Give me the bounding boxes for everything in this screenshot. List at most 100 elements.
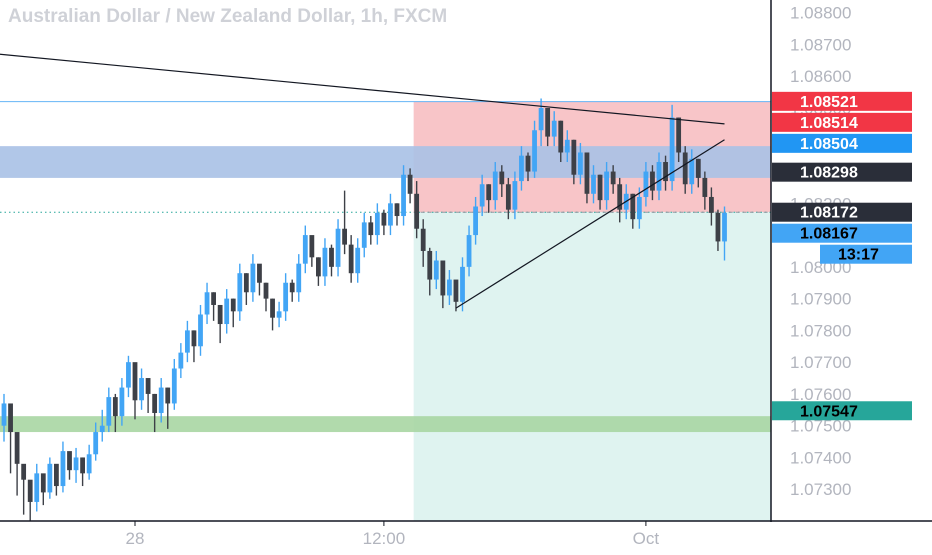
candle[interactable] <box>702 171 708 210</box>
candle[interactable] <box>191 330 197 363</box>
candle[interactable] <box>715 209 721 251</box>
candle[interactable] <box>243 273 249 305</box>
candle[interactable] <box>348 235 354 283</box>
candle[interactable] <box>558 120 564 163</box>
candle[interactable] <box>532 120 537 178</box>
candle[interactable] <box>669 104 675 191</box>
candle[interactable] <box>198 304 203 356</box>
candle[interactable] <box>165 387 171 429</box>
candle[interactable] <box>217 304 223 344</box>
candle[interactable] <box>276 301 282 328</box>
candle[interactable] <box>224 289 230 334</box>
candle[interactable] <box>27 479 33 521</box>
candle[interactable] <box>505 177 511 220</box>
candle[interactable] <box>178 343 184 379</box>
candle[interactable] <box>171 358 177 410</box>
candle[interactable] <box>676 117 682 163</box>
candle[interactable] <box>709 187 714 226</box>
candle[interactable] <box>591 165 596 204</box>
candle[interactable] <box>355 238 361 283</box>
candle[interactable] <box>630 193 636 229</box>
time-axis-background[interactable] <box>0 522 932 550</box>
candle[interactable] <box>617 177 623 223</box>
candle[interactable] <box>86 444 92 480</box>
candle[interactable] <box>8 403 13 474</box>
candle[interactable] <box>597 174 603 210</box>
candle[interactable] <box>270 298 275 331</box>
candle[interactable] <box>47 457 53 499</box>
candle[interactable] <box>440 260 446 309</box>
candle[interactable] <box>99 409 105 442</box>
trendlines-layer[interactable] <box>0 53 725 309</box>
candle[interactable] <box>381 209 387 236</box>
candle[interactable] <box>211 292 216 321</box>
descending-resistance[interactable] <box>0 53 725 125</box>
candle[interactable] <box>263 282 269 312</box>
candle[interactable] <box>453 279 459 312</box>
candle[interactable] <box>230 298 236 328</box>
take-profit-zone[interactable] <box>413 212 771 521</box>
candle[interactable] <box>374 203 380 245</box>
candle[interactable] <box>34 463 40 512</box>
candle[interactable] <box>473 196 478 245</box>
candle[interactable] <box>401 165 406 226</box>
candle[interactable] <box>545 108 551 147</box>
candle[interactable] <box>414 181 420 239</box>
candle[interactable] <box>145 378 151 413</box>
candle[interactable] <box>571 139 577 185</box>
candle[interactable] <box>656 152 662 201</box>
ascending-support[interactable] <box>455 139 725 309</box>
candle[interactable] <box>329 244 334 277</box>
candle[interactable] <box>185 320 190 363</box>
candle[interactable] <box>636 187 642 229</box>
candle[interactable] <box>479 174 485 217</box>
candle[interactable] <box>316 257 321 286</box>
candle[interactable] <box>309 235 315 267</box>
candle[interactable] <box>289 279 295 302</box>
candle[interactable] <box>604 162 609 210</box>
candle[interactable] <box>663 155 668 191</box>
candle[interactable] <box>257 263 262 296</box>
candle[interactable] <box>368 216 374 245</box>
candle[interactable] <box>60 441 66 493</box>
candle[interactable] <box>250 254 256 302</box>
candle[interactable] <box>499 165 505 197</box>
candle[interactable] <box>447 270 452 305</box>
candle[interactable] <box>564 130 570 163</box>
candle[interactable] <box>342 190 347 255</box>
candle[interactable] <box>132 362 138 420</box>
candle[interactable] <box>296 254 302 302</box>
candle[interactable] <box>486 184 492 213</box>
candle[interactable] <box>584 152 590 204</box>
blue-supply-zone[interactable] <box>0 146 771 178</box>
candle[interactable] <box>460 257 465 312</box>
candle[interactable] <box>682 146 688 194</box>
candle[interactable] <box>152 393 158 433</box>
candle[interactable] <box>722 206 727 261</box>
time-axis[interactable]: 28 12:00 Oct <box>126 521 660 548</box>
candle[interactable] <box>322 238 328 286</box>
candle[interactable] <box>525 152 531 182</box>
candle[interactable] <box>394 203 400 226</box>
candle[interactable] <box>335 219 341 277</box>
candle[interactable] <box>407 168 413 204</box>
candle[interactable] <box>73 447 79 483</box>
candle[interactable] <box>237 263 243 321</box>
candle[interactable] <box>695 158 701 188</box>
candle[interactable] <box>610 165 616 194</box>
candle[interactable] <box>361 212 367 258</box>
candle[interactable] <box>40 473 46 506</box>
candle[interactable] <box>1 393 7 442</box>
candle[interactable] <box>14 432 20 496</box>
candle[interactable] <box>54 463 59 496</box>
candle[interactable] <box>126 355 131 398</box>
candle[interactable] <box>519 146 524 191</box>
candle[interactable] <box>112 393 118 433</box>
candle[interactable] <box>302 225 308 274</box>
candle[interactable] <box>578 142 583 185</box>
candle[interactable] <box>427 247 433 296</box>
candle[interactable] <box>650 165 655 201</box>
candle[interactable] <box>106 387 112 433</box>
candle[interactable] <box>551 111 557 147</box>
